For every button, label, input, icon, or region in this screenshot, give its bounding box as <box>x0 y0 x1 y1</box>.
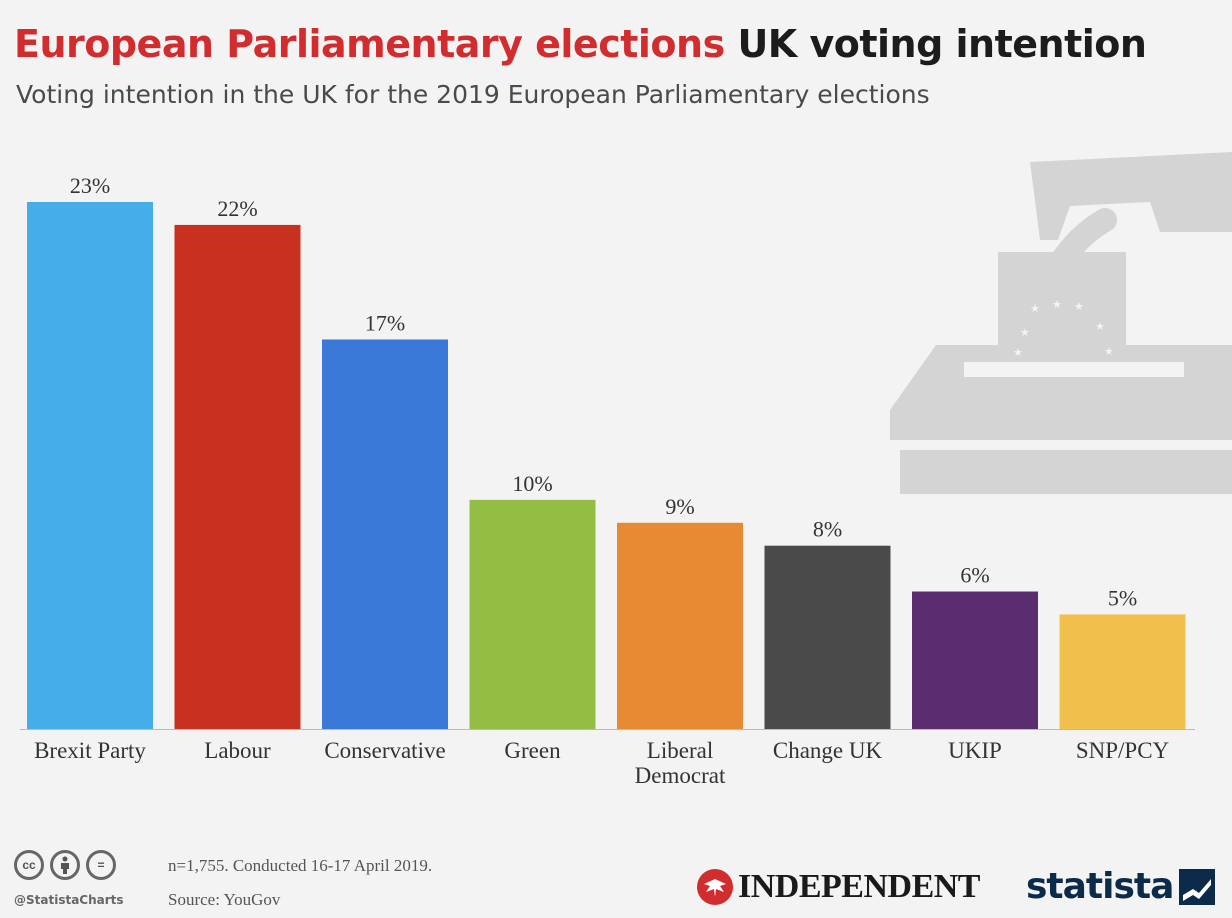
independent-wordmark: INDEPENDENT <box>738 868 980 905</box>
value-label-brexit-party: 23% <box>70 173 110 198</box>
value-label-conservative: 17% <box>365 310 405 335</box>
title-part-1: European Parliamentary elections <box>14 22 725 66</box>
eagle-icon <box>697 869 733 905</box>
no-derivatives-icon: = <box>86 850 116 880</box>
category-label-change-uk: Change UK <box>773 738 883 763</box>
statista-mark-icon <box>1179 868 1216 905</box>
svg-text:★: ★ <box>1052 298 1062 311</box>
bar-conservative <box>322 339 448 729</box>
ballot-box-icon: ★ ★ ★ ★★★ ★ <box>890 152 1232 494</box>
value-label-liberal-democrat: 9% <box>665 494 694 519</box>
svg-text:★: ★ <box>1013 346 1023 359</box>
chart-subtitle: Voting intention in the UK for the 2019 … <box>16 80 930 109</box>
attribution-icon <box>50 850 80 880</box>
category-label-liberal-democrat: Liberal Democrat <box>635 738 726 788</box>
bar-green <box>469 499 596 729</box>
svg-text:★: ★ <box>1030 302 1040 315</box>
bar-snp-pcy <box>1059 614 1186 729</box>
svg-text:★: ★ <box>1104 345 1114 358</box>
value-label-green: 10% <box>512 471 552 496</box>
value-label-labour: 22% <box>217 196 257 221</box>
license-icons: cc = <box>14 850 116 880</box>
svg-text:★: ★ <box>1020 326 1030 339</box>
value-labels-group: 23% 22% 17% 10% 9% 8% 6% 5% <box>70 173 1137 610</box>
svg-text:★: ★ <box>1095 320 1105 333</box>
category-label-conservative: Conservative <box>324 738 445 763</box>
bar-labour <box>174 224 301 730</box>
category-labels-group: Brexit Party Labour Conservative Green Liber… <box>34 738 1169 788</box>
category-label-snp-pcy: SNP/PCY <box>1076 738 1170 763</box>
value-label-change-uk: 8% <box>813 517 842 542</box>
value-label-ukip: 6% <box>960 563 989 588</box>
statista-logo: statista <box>1026 866 1216 907</box>
title-part-2: UK voting intention <box>737 22 1147 66</box>
sample-note: n=1,755. Conducted 16-17 April 2019. <box>168 856 433 875</box>
bar-ukip <box>912 591 1038 729</box>
creative-commons-icon: cc <box>14 850 44 880</box>
bar-liberal-democrat <box>617 522 743 729</box>
bars-group <box>20 202 1195 730</box>
statista-handle: @StatistaCharts <box>14 893 124 907</box>
independent-logo: INDEPENDENT <box>696 868 980 906</box>
value-label-snp-pcy: 5% <box>1108 585 1137 610</box>
category-label-labour: Labour <box>204 738 271 763</box>
category-label-ukip: UKIP <box>948 738 1002 763</box>
category-label-green: Green <box>504 738 561 763</box>
chart-title: European Parliamentary elections UK voti… <box>14 22 1147 66</box>
statista-wordmark: statista <box>1026 866 1174 907</box>
svg-text:★: ★ <box>1074 300 1084 313</box>
bar-change-uk <box>764 545 891 729</box>
source-note: Source: YouGov <box>168 890 281 909</box>
category-label-brexit-party: Brexit Party <box>34 738 146 763</box>
bar-brexit-party <box>27 202 153 729</box>
